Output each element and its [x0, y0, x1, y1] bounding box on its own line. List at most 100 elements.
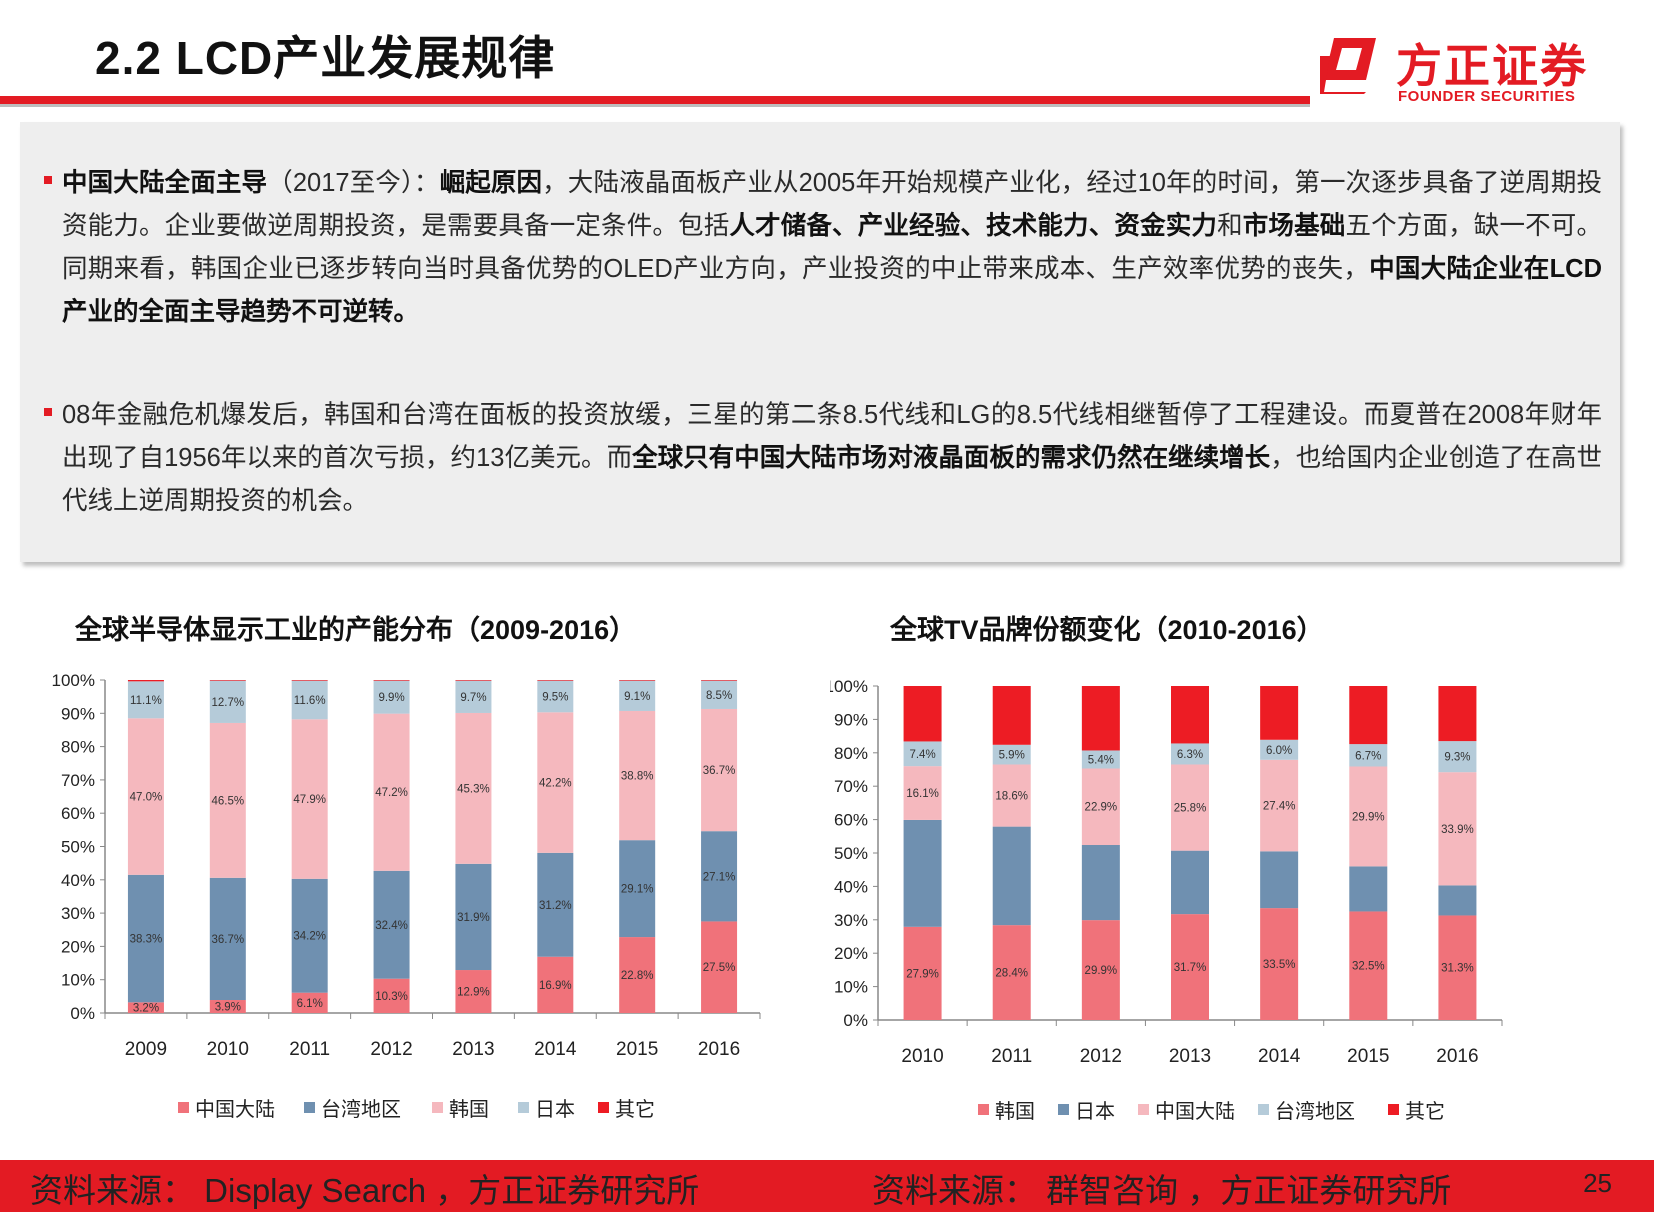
bar-segment [1438, 741, 1477, 773]
footer-bar: 资料来源： Display Search ，方正证券研究所 资料来源： 群智咨询… [0, 1160, 1654, 1212]
y-tick-label: 30% [61, 904, 95, 923]
legend-swatch [1138, 1104, 1149, 1115]
y-tick-label: 70% [61, 771, 95, 790]
data-label: 6.3% [1177, 749, 1203, 761]
bar-segment [1171, 686, 1209, 744]
y-tick-label: 20% [61, 937, 95, 956]
y-tick-label: 80% [61, 738, 95, 757]
bar-segment [992, 826, 1031, 926]
bar-segment [619, 840, 656, 938]
data-label: 25.8% [1174, 803, 1207, 815]
bar-segment [1260, 851, 1299, 909]
bar-segment [1260, 739, 1299, 760]
paragraph-2: 08年金融危机爆发后，韩国和台湾在面板的投资放缓，三星的第二条8.5代线和LG的… [44, 394, 1602, 523]
bar-segment [1349, 911, 1388, 1020]
bar-segment [209, 722, 246, 878]
x-tick-label: 2016 [698, 1039, 740, 1060]
data-label: 8.5% [706, 690, 732, 702]
data-label: 29.9% [1352, 811, 1385, 823]
founder-logo-icon [1320, 38, 1376, 94]
p1-bold-1: 中国大陆全面主导 [62, 169, 268, 197]
bar-segment [1438, 915, 1477, 1020]
bar-segment [291, 878, 328, 993]
data-label: 36.7% [212, 934, 245, 946]
data-label: 34.2% [293, 931, 326, 943]
data-label: 31.2% [539, 900, 572, 912]
bar-segment [992, 764, 1031, 827]
legend-swatch [598, 1102, 609, 1113]
p2-text-3: ，也给国内企业创造了在高世代线上逆周期投资的机会。 [62, 444, 1602, 515]
bar-segment [455, 863, 492, 971]
bar-segment [537, 956, 574, 1013]
x-tick-label: 2012 [1080, 1046, 1122, 1067]
legend-label: 台湾地区 [1275, 1100, 1355, 1123]
bar-segment [992, 744, 1031, 765]
x-tick-label: 2015 [1347, 1046, 1389, 1067]
y-tick-label: 50% [61, 838, 95, 857]
y-tick-label: 70% [834, 777, 868, 796]
bar-segment [701, 680, 738, 709]
y-tick-label: 90% [834, 710, 868, 729]
title-underline-shadow [0, 104, 1310, 107]
bar-segment [903, 741, 942, 767]
y-tick-label: 50% [834, 844, 868, 863]
data-label: 36.7% [703, 765, 736, 777]
data-label: 7.4% [909, 749, 935, 761]
data-label: 3.2% [133, 1003, 159, 1015]
legend-swatch [1388, 1104, 1399, 1115]
y-tick-label: 100% [52, 671, 95, 690]
p1-bold-7: 市场基础 [1242, 212, 1346, 240]
bar-segment [701, 921, 738, 1013]
x-tick-label: 2009 [125, 1039, 167, 1060]
bar-segment [291, 719, 328, 879]
legend-label: 韩国 [995, 1100, 1035, 1123]
x-tick-label: 2010 [901, 1046, 943, 1067]
legend-label: 中国大陆 [195, 1098, 275, 1121]
x-tick-label: 2012 [370, 1039, 412, 1060]
legend-label: 台湾地区 [321, 1098, 401, 1121]
p2-bold-2: 全球只有中国大陆市场对液晶面板的需求仍然在继续增长 [632, 444, 1271, 472]
y-tick-label: 40% [61, 871, 95, 890]
bar-segment [1260, 759, 1299, 852]
data-label: 45.3% [457, 783, 490, 795]
bar-segment [992, 925, 1031, 1020]
page-number: 25 [1583, 1168, 1612, 1198]
x-tick-label: 2014 [1258, 1046, 1301, 1067]
legend-label: 日本 [535, 1098, 575, 1121]
bar-segment [1171, 764, 1209, 851]
bar-segment [1081, 750, 1120, 769]
legend-swatch [304, 1102, 315, 1113]
bar-segment [1438, 686, 1477, 742]
data-label: 33.9% [1441, 824, 1474, 836]
data-label: 31.7% [1174, 962, 1207, 974]
bar-segment [373, 713, 410, 871]
data-label: 6.1% [297, 998, 323, 1010]
data-label: 38.8% [621, 771, 654, 783]
p1-text-8: 五个方面，缺一不可。同期来看，韩国企业已逐步转向当时具备优势的OLED产业方向，… [62, 212, 1602, 283]
bar-segment [127, 680, 164, 682]
bar-segment [209, 680, 246, 681]
bar-segment [455, 712, 492, 864]
y-tick-label: 20% [834, 944, 868, 963]
data-label: 6.7% [1355, 750, 1381, 762]
data-label: 38.3% [130, 934, 163, 946]
bar-segment [291, 992, 328, 1013]
y-tick-label: 30% [834, 911, 868, 930]
data-label: 22.8% [621, 970, 654, 982]
bar-segment [1349, 744, 1388, 767]
bar-segment [127, 718, 164, 875]
legend-label: 中国大陆 [1155, 1100, 1235, 1123]
bar-segment [1349, 866, 1388, 912]
founder-logo: 方正证券 FOUNDER SECURITIES [1320, 30, 1620, 110]
p1-bold-5: 人才储备、产业经验、技术能力、资金实力 [729, 212, 1218, 240]
bar-segment [1438, 772, 1477, 886]
legend-swatch [432, 1102, 443, 1113]
data-label: 27.5% [703, 962, 736, 974]
x-tick-label: 2015 [616, 1039, 658, 1060]
x-tick-label: 2010 [207, 1039, 249, 1060]
bar-segment [373, 680, 410, 681]
bar-segment [291, 680, 328, 720]
data-label: 27.9% [906, 968, 939, 980]
data-label: 18.6% [995, 791, 1028, 803]
y-tick-label: 60% [61, 804, 95, 823]
